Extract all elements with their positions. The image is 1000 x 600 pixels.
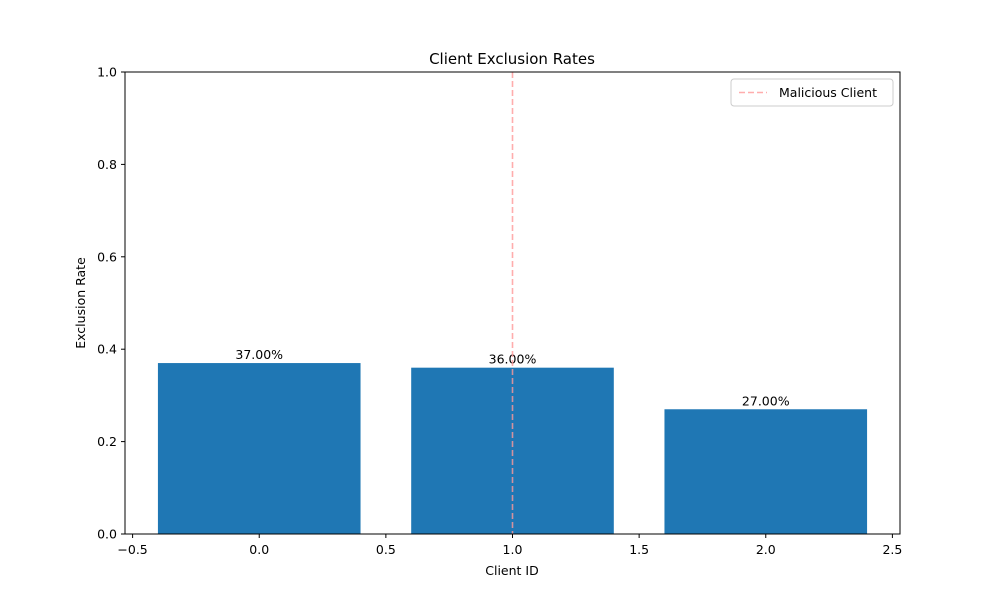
bar-value-label: 27.00% [742,393,790,408]
bar-value-label: 36.00% [489,352,537,367]
x-tick-label: 2.5 [882,542,902,557]
y-tick-label: 0.4 [97,342,117,357]
bars-layer [157,363,868,534]
x-tick-label: −0.5 [117,542,147,557]
y-axis-label: Exclusion Rate [73,257,88,349]
legend: Malicious Client [730,78,894,107]
x-tick-label: 0.5 [376,542,396,557]
x-ticks-layer: −0.5 0.0 0.5 1.0 1.5 2.0 2.5 [117,534,902,557]
y-tick-label: 0.6 [97,249,117,264]
y-ticks-layer: 0.0 0.2 0.4 0.6 0.8 1.0 [97,65,125,542]
x-tick-label: 1.5 [629,542,649,557]
legend-entry-label: Malicious Client [779,85,877,100]
chart-title: Client Exclusion Rates [429,50,595,68]
bar-client-0 [157,363,361,534]
bar-labels-layer: 37.00% 36.00% 27.00% [235,347,789,408]
x-tick-label: 1.0 [503,542,523,557]
bar-client-2 [664,409,868,534]
legend-box [730,78,894,107]
x-tick-label: 2.0 [756,542,776,557]
y-tick-label: 0.8 [97,157,117,172]
x-axis-label: Client ID [485,563,538,578]
y-tick-label: 0.0 [97,527,117,542]
y-tick-label: 1.0 [97,65,117,80]
bar-value-label: 37.00% [235,347,283,362]
x-tick-label: 0.0 [249,542,269,557]
y-tick-label: 0.2 [97,434,117,449]
